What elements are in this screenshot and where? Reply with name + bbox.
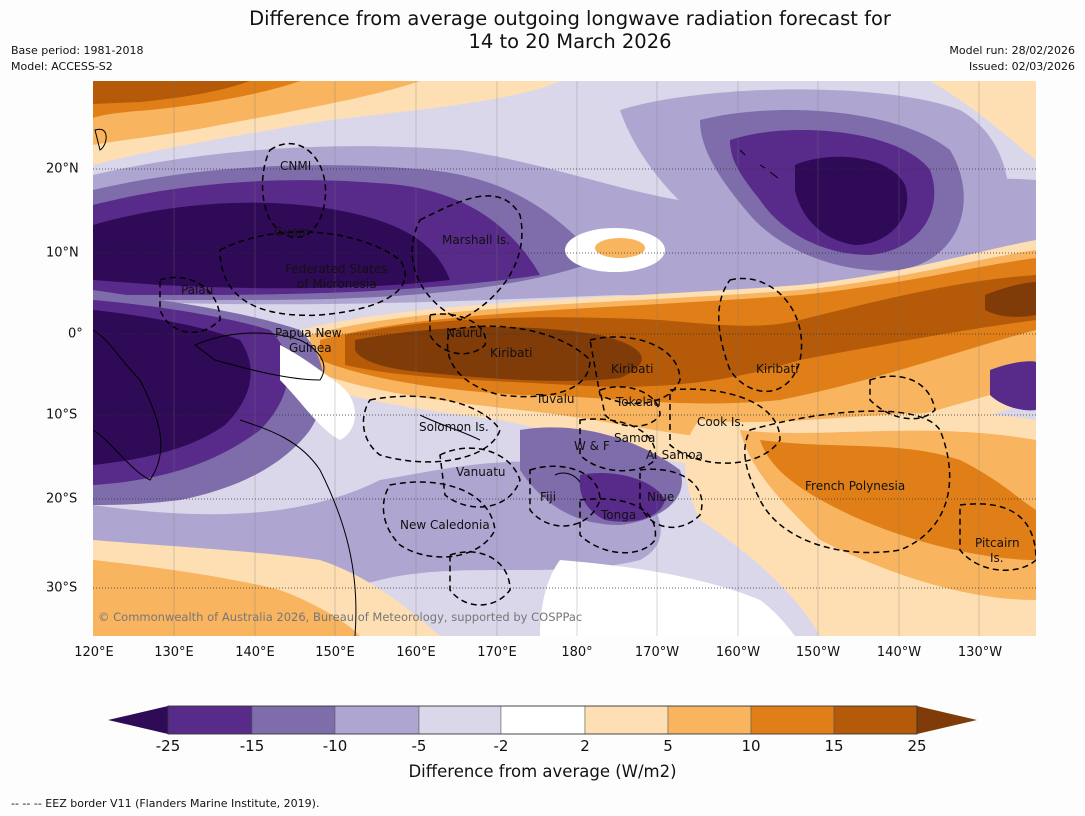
title-line-2: 14 to 20 March 2026 [468,30,672,53]
colorbar-segment [251,705,336,735]
lat-tick: 10°S [46,407,78,423]
region-label: Tuvalu [535,392,575,406]
region-label: Pitcairn [975,536,1020,550]
footer-note: -- -- -- EEZ border V11 (Flanders Marine… [11,797,320,810]
colorbar [108,705,977,735]
colorbar-segment [584,705,669,735]
colorbar-tick: -2 [493,737,509,755]
title-line-1: Difference from average outgoing longwav… [249,7,891,30]
region-label: Cook Is. [697,415,744,429]
lon-tick: 160°W [715,645,761,660]
issued-date: Issued: 02/03/2026 [968,60,1075,73]
colorbar-segment [833,705,918,735]
lon-tick: 170°E [477,645,517,660]
model-run: Model run: 28/02/2026 [949,44,1075,57]
region-label: Solomon Is. [419,420,489,434]
lat-tick: 10°N [46,245,79,261]
lon-tick: 170°W [634,645,680,660]
region-label: W & F [574,439,610,453]
lon-tick: 120°E [74,645,114,660]
region-label: Papua New [275,326,342,340]
copyright-notice: © Commonwealth of Australia 2026, Bureau… [98,610,582,624]
lat-tick: 20°N [46,161,79,177]
colorbar-segment [500,705,586,735]
colorbar-segment [667,705,752,735]
colorbar-label: Difference from average (W/m2) [408,762,677,781]
model-name: Model: ACCESS-S2 [11,60,113,73]
colorbar-tick: 10 [741,737,761,755]
region-label: Palau [181,283,213,297]
lon-tick: 130°W [957,645,1003,660]
lon-tick: 160°E [396,645,436,660]
region-label: CNMI [280,159,311,173]
region-label: Vanuatu [456,465,506,479]
map-title: Difference from average outgoing longwav… [0,7,1085,53]
region-label: Samoa [614,431,655,445]
anomaly-field [93,81,1036,636]
coastlines [93,128,779,636]
graticule [173,81,980,636]
region-label: Guinea [289,341,332,355]
region-label: Nauru [446,326,482,340]
region-label: Niue [647,490,674,504]
colorbar-tick: 2 [580,737,590,755]
lon-tick: 140°E [235,645,275,660]
colorbar-tick: -15 [239,737,265,755]
region-label: Is. [990,551,1004,565]
region-label: Tokelau [615,395,661,409]
lon-tick: 130°E [154,645,194,660]
region-label: Kiribati [611,362,653,376]
region-label: French Polynesia [805,479,905,493]
lat-tick: 30°S [46,580,78,596]
base-period: Base period: 1981-2018 [11,44,144,57]
region-label: of Micronesia [297,277,377,291]
lat-tick: 0° [68,326,83,342]
region-label: Fiji [540,490,556,504]
lon-tick: 140°W [876,645,922,660]
lon-tick: 150°E [315,645,355,660]
colorbar-arrow-right [917,706,977,734]
colorbar-tick: -10 [322,737,348,755]
colorbar-tick: 25 [907,737,927,755]
colorbar-tick: -5 [411,737,427,755]
region-label: Marshall Is. [442,233,510,247]
region-label: Kiribati [756,362,798,376]
eez-borders [159,143,1036,606]
region-label: Tonga [600,508,636,522]
latitude-lines [93,168,1036,589]
colorbar-tick: -25 [155,737,181,755]
colorbar-arrow-left [108,706,168,734]
meta-right: Model run: 28/02/2026 Issued: 02/03/2026 [949,43,1075,75]
colorbar-segment [418,705,502,735]
colorbar-segment [750,705,835,735]
colorbar-segment [167,705,253,735]
colorbar-tick: 5 [663,737,673,755]
region-labels: CNMI Guam Marshall Is. Federated States … [181,159,1020,565]
region-label: New Caledonia [400,518,490,532]
lat-tick: 20°S [46,491,78,507]
region-label: Federated States [285,262,387,276]
lon-tick: 150°W [795,645,841,660]
meta-left: Base period: 1981-2018 Model: ACCESS-S2 [11,43,143,75]
colorbar-segment [334,705,420,735]
region-label: A. Samoa [646,448,703,462]
colorbar-tick: 15 [824,737,844,755]
region-label: Guam [274,225,310,239]
lon-tick: 180° [561,645,593,660]
region-label: Kiribati [490,346,532,360]
